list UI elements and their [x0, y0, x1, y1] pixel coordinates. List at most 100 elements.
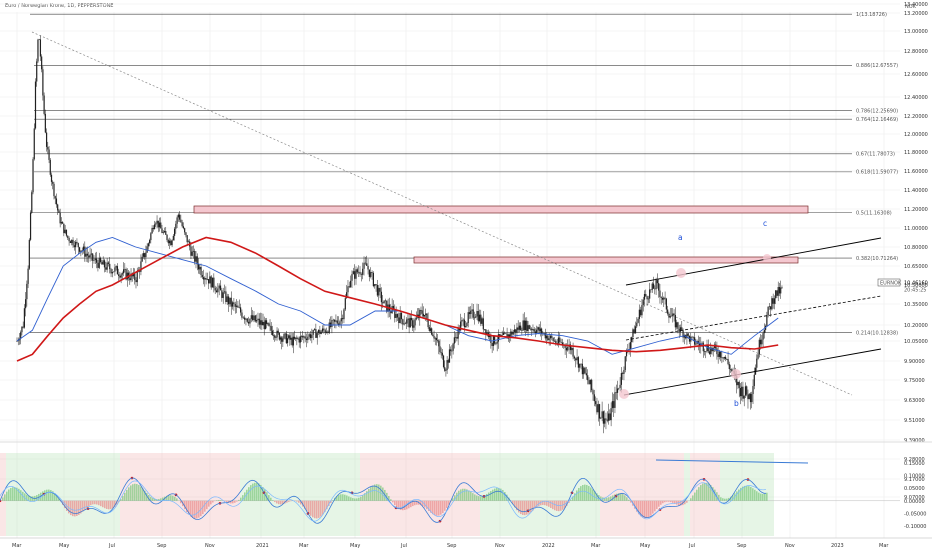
price-candle-body — [264, 320, 266, 330]
price-candle-body — [629, 342, 631, 350]
price-axis-tick: 9.07000 — [904, 495, 925, 501]
price-candle-body — [166, 234, 168, 241]
oscillator-histogram-bar — [358, 497, 360, 501]
price-candle-body — [502, 332, 504, 336]
channel-lower-line[interactable] — [623, 348, 882, 396]
time-axis-tick: May — [59, 543, 69, 549]
price-candle-body — [93, 260, 95, 261]
price-candle-body — [399, 312, 401, 324]
oscillator-histogram-bar — [104, 500, 106, 509]
price-candle-body — [135, 280, 137, 283]
resistance-zone-upper[interactable] — [193, 205, 809, 214]
price-candle-body — [179, 214, 181, 220]
price-candle-body — [171, 240, 173, 246]
oscillator-axis-tick: 0.15000 — [904, 461, 925, 467]
price-candle-body — [741, 386, 743, 397]
price-candle-body — [342, 318, 344, 320]
price-candle-body — [60, 222, 62, 224]
oscillator-histogram-bar — [696, 489, 698, 501]
price-candle-body — [162, 232, 164, 233]
price-candle-body — [610, 408, 612, 421]
oscillator-histogram-bar — [766, 492, 768, 501]
time-axis[interactable]: Mar May Jul Sep Nov 2021 Mar May Jul Sep Nov 2022 Ma… — [12, 543, 889, 549]
channel-mid-dashed-line[interactable] — [625, 295, 882, 341]
oscillator-band — [84, 453, 90, 536]
oscillator-histogram-bar — [136, 484, 138, 501]
price-candle-body — [141, 256, 143, 262]
oscillator-axis-tick: -0.10000 — [904, 524, 926, 530]
price-candle-body — [84, 246, 86, 257]
price-candle-body — [433, 336, 435, 339]
oscillator-band — [450, 453, 456, 536]
oscillator-histogram-bar — [704, 482, 706, 501]
price-candle-body — [470, 310, 472, 315]
oscillator-histogram-bar — [652, 500, 654, 514]
price-candle-body — [641, 305, 643, 316]
oscillator-histogram-bar — [346, 495, 348, 501]
oscillator-histogram-bar — [114, 500, 116, 507]
oscillator-histogram-bar — [684, 500, 686, 505]
price-candle-body — [274, 335, 276, 338]
price-candle-body — [767, 306, 769, 316]
price-candle-body — [293, 336, 296, 339]
price-candle-body — [426, 313, 428, 320]
price-candle-body — [50, 174, 53, 182]
price-candle-body — [92, 253, 94, 261]
price-candle-body — [650, 289, 652, 291]
price-candle-body — [564, 344, 566, 348]
price-candle-body — [298, 338, 300, 343]
price-candle-body — [191, 251, 193, 256]
price-candle-body — [465, 326, 467, 328]
oscillator-histogram-bar — [546, 500, 548, 506]
price-axis[interactable]: 13.40000 13.20000 13.00000 12.80000 12.60000… — [904, 2, 928, 501]
oscillator-histogram-bar — [758, 492, 760, 501]
price-candle-body — [300, 336, 303, 337]
oscillator-trendline[interactable] — [655, 459, 809, 464]
price-candle-body — [376, 285, 379, 296]
oscillator-histogram-bar — [718, 494, 720, 501]
channel-upper-line[interactable] — [625, 237, 882, 286]
price-candle-body — [577, 357, 579, 368]
oscillator-band — [360, 453, 366, 536]
price-candle-body — [88, 255, 90, 258]
price-candle-body — [150, 233, 152, 241]
price-candle-body — [409, 317, 411, 328]
oscillator-histogram-bar — [472, 493, 474, 501]
price-candle-body — [22, 326, 24, 328]
price-candle-body — [434, 338, 436, 339]
price-candle-body — [780, 287, 782, 294]
fib-level-label: 0.618(11.59077) — [856, 170, 898, 176]
price-candle-body — [775, 290, 777, 299]
price-candle-body — [36, 61, 38, 82]
price-candle-body — [111, 272, 113, 274]
price-candle-body — [496, 341, 498, 344]
price-candle-body — [187, 241, 190, 243]
oscillator-band — [60, 453, 66, 536]
price-candle-body — [549, 335, 552, 339]
price-candle-body — [728, 364, 730, 370]
descending-trendline[interactable] — [31, 31, 853, 396]
oscillator-band — [96, 453, 102, 536]
price-candle-body — [439, 346, 441, 353]
oscillator-histogram-bar — [558, 500, 560, 512]
price-candle-body — [453, 337, 455, 344]
price-candle-body — [163, 231, 166, 233]
oscillator-histogram-bar — [218, 499, 220, 501]
oscillator-histogram-bar — [520, 500, 522, 515]
oscillator-histogram-bar — [522, 500, 524, 515]
price-candle-body — [80, 250, 82, 252]
price-candle-body — [575, 358, 577, 361]
price-candle-body — [161, 228, 163, 233]
oscillator-band — [150, 453, 156, 536]
price-candle-body — [116, 266, 119, 275]
resistance-zone-lower[interactable] — [413, 256, 799, 264]
price-candle-body — [651, 283, 653, 290]
price-candle-body — [537, 327, 539, 330]
oscillator-band — [672, 453, 678, 536]
oscillator-band — [300, 453, 306, 536]
oscillator-histogram-bar — [738, 489, 740, 501]
price-candle-body — [679, 327, 682, 332]
oscillator-band — [78, 453, 84, 536]
oscillator-histogram-bar — [410, 500, 412, 508]
